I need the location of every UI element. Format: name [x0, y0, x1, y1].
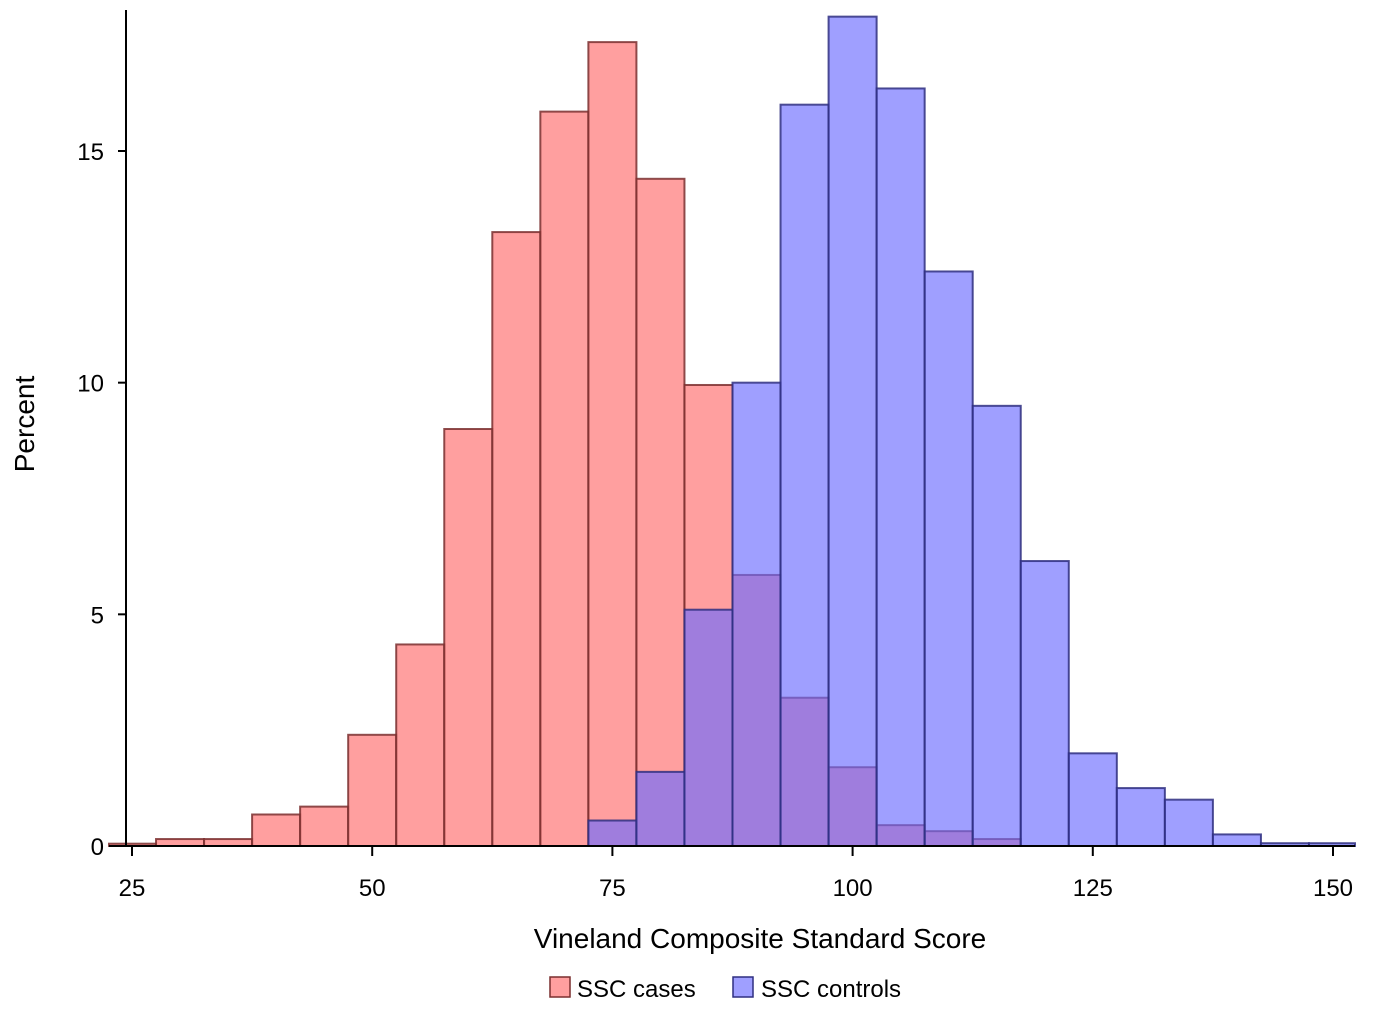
- x-axis-ticks: 25 50 75 100 125 150: [119, 846, 1353, 902]
- legend-swatch-ssc-controls: [732, 976, 754, 998]
- y-tick-label-3: 15: [77, 139, 104, 166]
- bar-cases-11: [635, 177, 686, 848]
- x-axis-title: Vineland Composite Standard Score: [534, 923, 986, 954]
- legend-label-ssc-cases: SSC cases: [577, 976, 696, 1003]
- bar-cases-1: [155, 838, 206, 847]
- y-axis-ticks: 0 5 10 15: [77, 139, 126, 861]
- bar-controls-9: [1019, 560, 1070, 847]
- bar-controls-5: [827, 15, 878, 847]
- legend-label-ssc-controls: SSC controls: [761, 976, 901, 1003]
- x-tick-label-0: 25: [119, 875, 146, 902]
- bar-cases-8: [491, 231, 542, 848]
- y-tick-label-1: 5: [91, 602, 104, 629]
- bar-controls-11: [1115, 787, 1166, 847]
- bar-controls-10: [1067, 752, 1118, 847]
- y-tick-label-2: 10: [77, 371, 104, 398]
- series-ssc-controls: [587, 15, 1356, 848]
- bar-controls-13: [1211, 833, 1262, 848]
- bar-controls-3: [731, 381, 782, 847]
- bar-cases-3: [251, 813, 302, 848]
- legend: SSC cases SSC controls: [549, 976, 901, 1003]
- y-axis-title: Percent: [9, 376, 40, 473]
- x-tick-label-5: 150: [1313, 875, 1353, 902]
- bar-cases-4: [299, 805, 350, 847]
- x-tick-label-1: 50: [359, 875, 386, 902]
- bar-controls-12: [1163, 798, 1214, 848]
- bar-controls-7: [923, 270, 974, 847]
- bar-controls-4: [779, 103, 830, 847]
- bar-cases-9: [539, 110, 590, 848]
- bar-cases-10: [587, 41, 638, 848]
- legend-swatch-ssc-cases: [549, 976, 571, 998]
- bar-controls-0: [587, 819, 638, 847]
- bar-cases-2: [203, 838, 254, 847]
- bar-controls-6: [875, 87, 926, 847]
- bar-cases-6: [395, 643, 446, 848]
- bar-controls-8: [971, 404, 1022, 847]
- bar-controls-2: [683, 608, 734, 848]
- x-tick-label-4: 125: [1073, 875, 1113, 902]
- bar-cases-5: [347, 733, 398, 847]
- x-tick-label-2: 75: [599, 875, 626, 902]
- y-tick-label-0: 0: [91, 834, 104, 861]
- bar-cases-7: [443, 428, 494, 847]
- bar-controls-1: [635, 770, 686, 847]
- x-tick-label-3: 100: [833, 875, 873, 902]
